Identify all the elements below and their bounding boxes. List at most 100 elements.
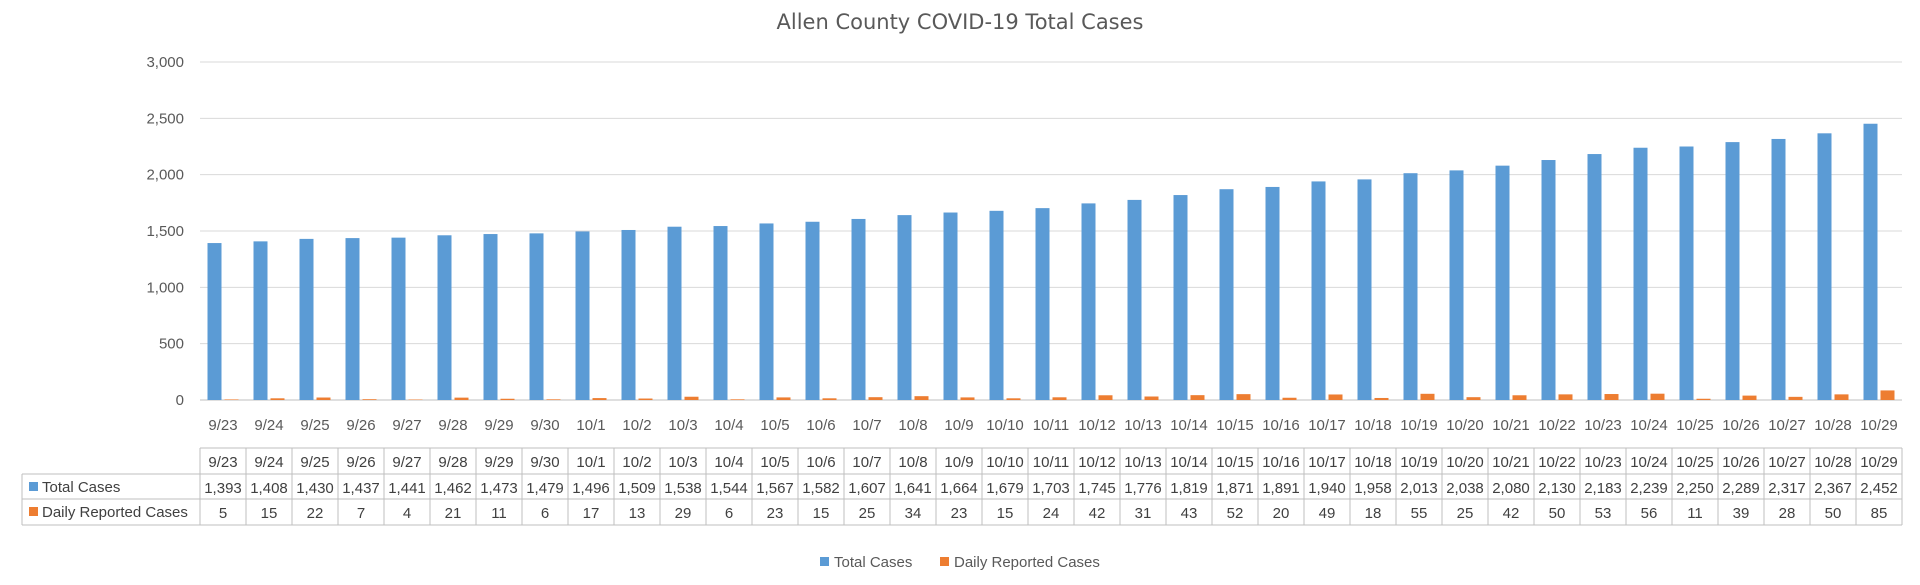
bar-daily-reported-cases <box>1466 397 1481 400</box>
y-tick-label: 500 <box>159 336 184 353</box>
x-tick-label: 10/16 <box>1262 417 1300 434</box>
bar-daily-reported-cases <box>224 399 239 400</box>
bar-total-cases <box>805 221 820 400</box>
table-cell: 20 <box>1273 505 1290 522</box>
table-cell: 2,250 <box>1676 480 1714 497</box>
table-cell: 2,130 <box>1538 480 1576 497</box>
legend-label: Total Cases <box>834 554 912 571</box>
table-header-cell: 10/27 <box>1768 454 1806 471</box>
x-tick-label: 10/5 <box>760 417 789 434</box>
table-header-cell: 10/13 <box>1124 454 1162 471</box>
bar-daily-reported-cases <box>500 398 515 400</box>
table-cell: 2,080 <box>1492 480 1530 497</box>
x-tick-label: 10/6 <box>806 417 835 434</box>
x-tick-label: 10/23 <box>1584 417 1622 434</box>
bar-total-cases <box>1035 208 1050 400</box>
table-cell: 11 <box>491 505 507 522</box>
table-row-header: Total Cases <box>42 479 120 496</box>
table-cell: 39 <box>1733 505 1750 522</box>
table-header-cell: 10/2 <box>622 454 651 471</box>
x-tick-label: 9/26 <box>346 417 375 434</box>
table-header-cell: 10/18 <box>1354 454 1392 471</box>
bar-daily-reported-cases <box>270 398 285 400</box>
x-tick-label: 10/12 <box>1078 417 1116 434</box>
table-cell: 1,703 <box>1032 480 1070 497</box>
x-tick-label: 10/4 <box>714 417 743 434</box>
table-cell: 1,871 <box>1216 480 1254 497</box>
bar-total-cases <box>713 226 728 400</box>
table-cell: 7 <box>357 505 365 522</box>
bar-daily-reported-cases <box>362 399 377 400</box>
table-cell: 1,479 <box>526 480 564 497</box>
legend-swatch-total-cases <box>820 557 829 566</box>
x-tick-label: 10/15 <box>1216 417 1254 434</box>
table-cell: 2,452 <box>1860 480 1898 497</box>
x-tick-label: 10/11 <box>1033 417 1069 434</box>
table-header-cell: 9/26 <box>346 454 375 471</box>
table-cell: 1,538 <box>664 480 702 497</box>
x-tick-label: 10/9 <box>944 417 973 434</box>
y-tick-label: 2,000 <box>146 167 184 184</box>
table-header-cell: 10/5 <box>760 454 789 471</box>
bar-total-cases <box>1679 146 1694 400</box>
bar-daily-reported-cases <box>1604 394 1619 400</box>
bar-total-cases <box>391 237 406 400</box>
bar-daily-reported-cases <box>1834 394 1849 400</box>
table-header-cell: 10/26 <box>1722 454 1760 471</box>
table-cell: 43 <box>1181 505 1198 522</box>
table-cell: 2,038 <box>1446 480 1484 497</box>
table-cell: 18 <box>1365 505 1382 522</box>
x-axis-ticks: 9/23 9/24 9/25 9/26 9/27 9/28 9/29 9/30 10/1 10/2… <box>208 417 1897 434</box>
table-header-cell: 9/23 <box>208 454 237 471</box>
bar-total-cases <box>1633 147 1648 400</box>
table-cell: 34 <box>905 505 922 522</box>
x-tick-label: 10/26 <box>1722 417 1760 434</box>
bar-daily-reported-cases <box>546 399 561 400</box>
table-cell: 50 <box>1549 505 1566 522</box>
table-cell: 53 <box>1595 505 1612 522</box>
table-header-cell: 10/14 <box>1170 454 1208 471</box>
x-tick-label: 10/22 <box>1538 417 1576 434</box>
table-header-cell: 10/16 <box>1262 454 1300 471</box>
table-cell: 85 <box>1871 505 1888 522</box>
table-header-cell: 10/22 <box>1538 454 1576 471</box>
y-tick-label: 2,500 <box>146 110 184 127</box>
table-header-cell: 9/30 <box>530 454 559 471</box>
table-cell: 25 <box>859 505 876 522</box>
bar-total-cases <box>345 238 360 400</box>
chart-title: Allen County COVID-19 Total Cases <box>777 10 1144 34</box>
table-cell: 1,664 <box>940 480 978 497</box>
table-header-cell: 9/27 <box>392 454 421 471</box>
table-key-total-cases <box>29 482 38 491</box>
table-header-cell: 9/29 <box>484 454 513 471</box>
table-cell: 42 <box>1089 505 1106 522</box>
bar-daily-reported-cases <box>776 397 791 400</box>
table-cell: 15 <box>261 505 278 522</box>
table-cell: 1,473 <box>480 480 518 497</box>
bar-daily-reported-cases <box>1374 397 1389 400</box>
table-cell: 1,462 <box>434 480 472 497</box>
table-cell: 1,437 <box>342 480 380 497</box>
bar-total-cases <box>1449 170 1464 400</box>
bar-total-cases <box>759 223 774 400</box>
x-tick-label: 10/21 <box>1492 417 1530 434</box>
bar-total-cases <box>1495 165 1510 400</box>
table-header-cell: 10/4 <box>714 454 743 471</box>
bar-daily-reported-cases <box>1052 397 1067 400</box>
legend-label: Daily Reported Cases <box>954 554 1100 571</box>
bar-daily-reported-cases <box>1420 393 1435 400</box>
bar-daily-reported-cases <box>1512 395 1527 400</box>
table-header-cell: 10/21 <box>1492 454 1530 471</box>
table-cell: 1,582 <box>802 480 840 497</box>
table-header-cell: 10/24 <box>1630 454 1668 471</box>
bar-total-cases <box>1403 173 1418 400</box>
x-tick-label: 10/19 <box>1400 417 1438 434</box>
bar-total-cases <box>943 212 958 400</box>
table-cell: 2,013 <box>1400 480 1438 497</box>
table-header-cell: 10/20 <box>1446 454 1484 471</box>
bar-total-cases <box>253 241 268 400</box>
bar-total-cases <box>1127 199 1142 400</box>
bar-daily-reported-cases <box>1006 398 1021 400</box>
table-cell: 1,607 <box>848 480 886 497</box>
table-cell: 1,408 <box>250 480 288 497</box>
